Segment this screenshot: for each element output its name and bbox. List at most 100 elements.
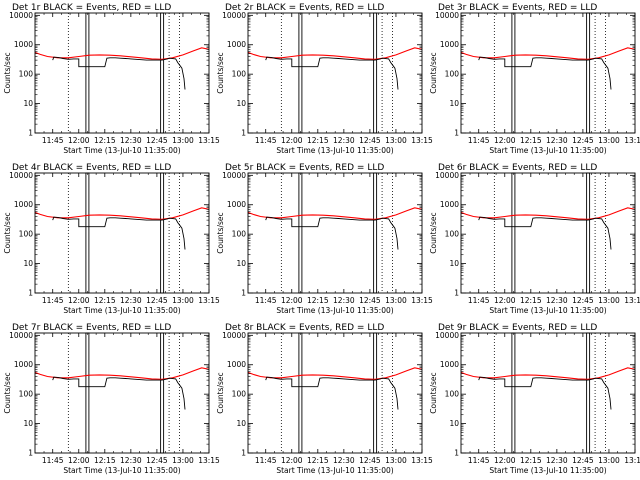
lld-series-line [248, 367, 422, 380]
x-tick-label: 11:45 [255, 296, 277, 305]
x-tick-label: 13:00 [385, 296, 407, 305]
y-tick-label: 1000 [227, 360, 246, 369]
thick-marker-line [85, 12, 90, 134]
y-tick-label: 1000 [227, 40, 246, 49]
x-tick-label: 13:15 [198, 296, 220, 305]
thick-marker-line [160, 332, 165, 454]
y-tick-label: 10000 [222, 11, 246, 20]
y-tick-label: 10 [236, 259, 246, 268]
x-axis-label: Start Time (13-Jul-10 11:35:00) [489, 146, 606, 155]
y-tick-label: 100 [445, 390, 460, 399]
chart-panel-6: Det 6r BLACK = Events, RED = LLD 1 10 100 10… [429, 163, 640, 315]
x-tick-label: 13:00 [385, 136, 407, 145]
x-tick-label: 12:30 [333, 456, 355, 465]
chart-panel-1: Det 1r BLACK = Events, RED = LLD 1 10 100 10… [3, 3, 220, 155]
panel-title: Det 9r BLACK = Events, RED = LLD [438, 323, 597, 333]
lld-series-line [248, 47, 422, 60]
lld-series-line [35, 367, 209, 380]
y-tick-label: 10000 [435, 331, 459, 340]
y-tick-label: 10 [23, 419, 33, 428]
thick-marker-line [373, 12, 378, 134]
x-tick-label: 12:00 [281, 296, 303, 305]
x-axis-label: Start Time (13-Jul-10 11:35:00) [489, 466, 606, 475]
x-tick-label: 13:00 [598, 296, 620, 305]
thick-marker-line [586, 172, 591, 294]
panel-title: Det 1r BLACK = Events, RED = LLD [12, 3, 171, 13]
events-series-line [52, 56, 186, 90]
chart-panel-8: Det 8r BLACK = Events, RED = LLD 1 10 100 10… [216, 323, 433, 475]
x-tick-label: 13:00 [385, 456, 407, 465]
y-tick-label: 100 [445, 70, 460, 79]
x-tick-label: 11:45 [42, 136, 64, 145]
x-tick-label: 13:15 [411, 456, 433, 465]
y-tick-label: 1 [28, 289, 33, 298]
x-tick-label: 12:15 [94, 296, 116, 305]
y-tick-label: 1000 [440, 200, 459, 209]
x-tick-label: 13:15 [198, 456, 220, 465]
x-tick-label: 13:00 [598, 136, 620, 145]
thick-marker-line [298, 332, 303, 454]
x-tick-label: 12:45 [146, 136, 168, 145]
chart-panel-9: Det 9r BLACK = Events, RED = LLD 1 10 100 10… [429, 323, 640, 475]
x-tick-label: 12:45 [572, 136, 594, 145]
y-tick-label: 1 [241, 449, 246, 458]
panel-title: Det 4r BLACK = Events, RED = LLD [12, 163, 171, 173]
thick-marker-line [85, 172, 90, 294]
y-tick-label: 10 [23, 259, 33, 268]
x-tick-label: 13:15 [624, 136, 640, 145]
thick-marker-line [511, 332, 516, 454]
y-tick-label: 1 [454, 289, 459, 298]
x-tick-label: 12:45 [359, 456, 381, 465]
x-tick-label: 12:30 [120, 136, 142, 145]
x-tick-label: 11:45 [468, 456, 490, 465]
x-tick-label: 13:00 [172, 296, 194, 305]
thick-marker-line [511, 172, 516, 294]
x-axis-label: Start Time (13-Jul-10 11:35:00) [276, 146, 393, 155]
x-tick-label: 12:45 [359, 136, 381, 145]
chart-panel-3: Det 3r BLACK = Events, RED = LLD 1 10 100 10… [429, 3, 640, 155]
x-tick-label: 12:00 [281, 136, 303, 145]
y-axis-label: Counts/sec [429, 52, 438, 93]
y-tick-label: 10 [449, 99, 459, 108]
x-tick-label: 12:30 [120, 456, 142, 465]
y-tick-label: 1000 [440, 360, 459, 369]
y-tick-label: 10 [23, 99, 33, 108]
x-tick-label: 12:45 [572, 456, 594, 465]
thick-marker-line [586, 332, 591, 454]
x-tick-label: 12:30 [120, 296, 142, 305]
panel-title: Det 3r BLACK = Events, RED = LLD [438, 3, 597, 13]
y-tick-label: 10000 [435, 11, 459, 20]
x-tick-label: 12:45 [146, 456, 168, 465]
thick-marker-line [373, 332, 378, 454]
y-tick-label: 100 [232, 70, 247, 79]
x-tick-label: 11:45 [42, 456, 64, 465]
x-tick-label: 12:15 [307, 296, 329, 305]
x-axis-label: Start Time (13-Jul-10 11:35:00) [63, 146, 180, 155]
y-axis-label: Counts/sec [3, 372, 12, 413]
x-tick-label: 12:00 [494, 296, 516, 305]
x-tick-label: 13:15 [411, 136, 433, 145]
y-axis-label: Counts/sec [216, 372, 225, 413]
panel-title: Det 5r BLACK = Events, RED = LLD [225, 163, 384, 173]
y-tick-label: 100 [445, 230, 460, 239]
y-tick-label: 10 [449, 419, 459, 428]
chart-panel-7: Det 7r BLACK = Events, RED = LLD 1 10 100 10… [3, 323, 220, 475]
x-tick-label: 12:15 [520, 296, 542, 305]
y-tick-label: 10000 [222, 331, 246, 340]
y-tick-label: 10000 [9, 11, 33, 20]
x-tick-label: 12:00 [494, 136, 516, 145]
lld-series-line [248, 207, 422, 220]
panel-title: Det 6r BLACK = Events, RED = LLD [438, 163, 597, 173]
thick-marker-line [586, 12, 591, 134]
x-tick-label: 12:30 [333, 136, 355, 145]
y-tick-label: 1 [241, 129, 246, 138]
lld-series-line [461, 47, 635, 60]
events-series-line [478, 216, 612, 250]
y-axis-label: Counts/sec [3, 212, 12, 253]
y-tick-label: 10000 [9, 171, 33, 180]
x-tick-label: 12:30 [546, 136, 568, 145]
y-tick-label: 1 [454, 449, 459, 458]
y-tick-label: 100 [19, 390, 34, 399]
x-tick-label: 11:45 [42, 296, 64, 305]
